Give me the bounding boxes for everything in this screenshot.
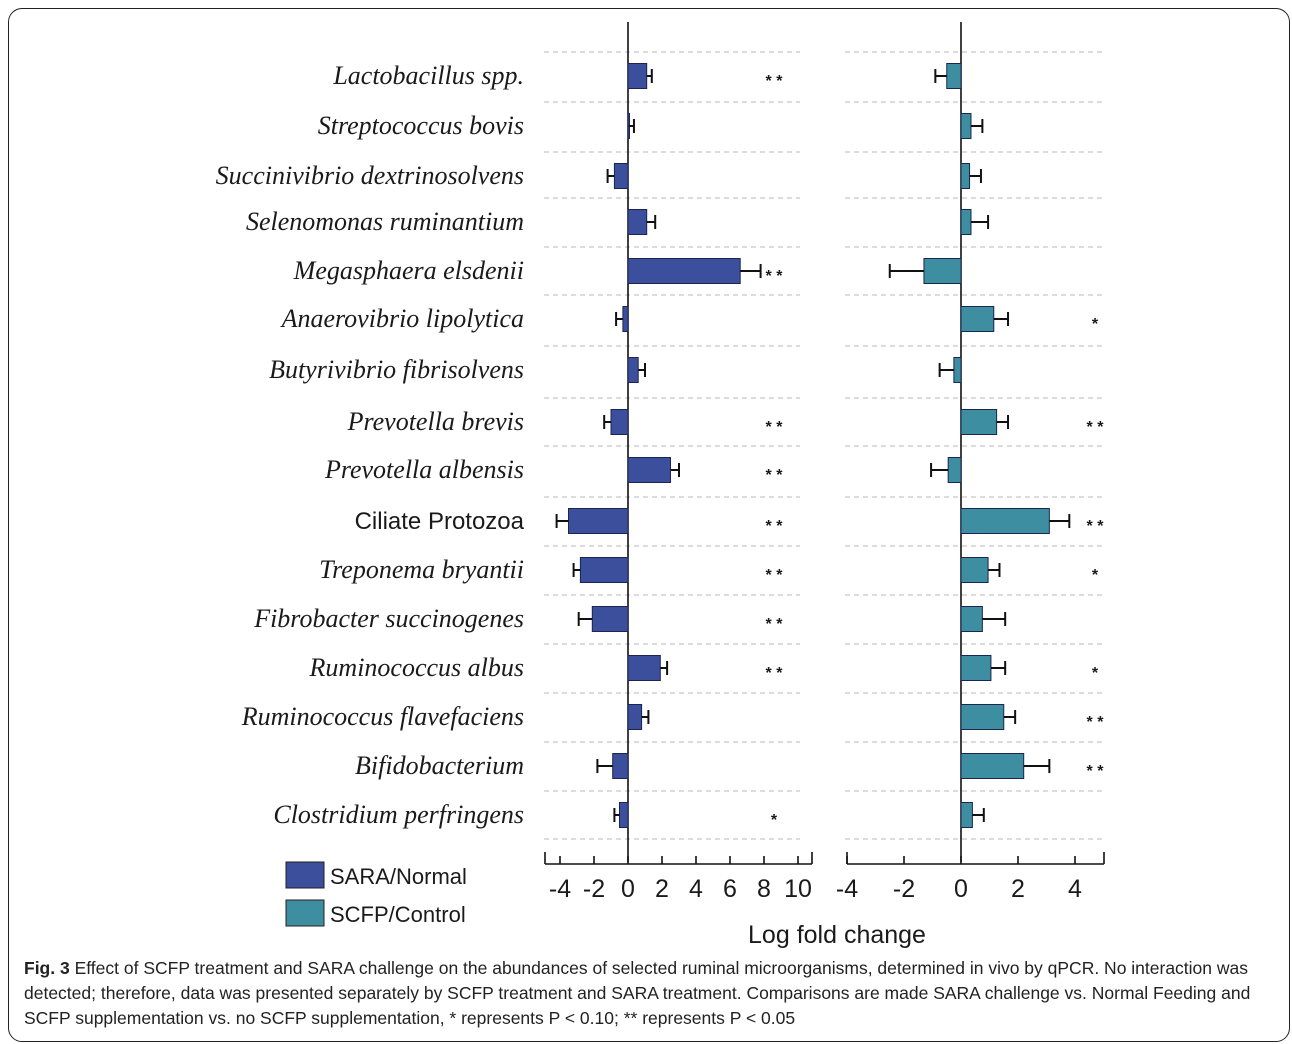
- bar: [946, 63, 962, 89]
- significance-marker: * *: [766, 73, 784, 90]
- bar: [619, 802, 629, 828]
- bar: [622, 306, 629, 332]
- category-label: Selenomonas ruminantium: [246, 207, 524, 236]
- bar: [627, 655, 661, 681]
- significance-marker: * *: [766, 518, 784, 535]
- bar: [960, 306, 995, 332]
- category-label: Streptococcus bovis: [318, 111, 524, 140]
- x-tick-label: 6: [723, 875, 737, 903]
- category-label: Bifidobacterium: [355, 751, 524, 780]
- significance-marker: * *: [766, 268, 784, 285]
- bar: [627, 704, 643, 730]
- category-label: Prevotella albensis: [324, 455, 524, 484]
- bar: [627, 457, 671, 483]
- significance-marker: * *: [766, 467, 784, 484]
- bar: [960, 557, 989, 583]
- category-label: Lactobacillus spp.: [332, 61, 524, 90]
- significance-marker: *: [1092, 567, 1099, 584]
- significance-marker: * *: [1087, 714, 1105, 731]
- legend: SARA/Normal SCFP/Control: [285, 861, 467, 927]
- legend-swatch: [285, 899, 325, 927]
- category-label: Prevotella brevis: [347, 407, 524, 436]
- bar: [591, 606, 629, 632]
- significance-marker: * *: [1087, 763, 1105, 780]
- x-tick-label: -4: [836, 875, 858, 903]
- bar: [960, 209, 972, 235]
- category-label: Butyrivibrio fibrisolvens: [269, 355, 524, 384]
- bar: [960, 606, 983, 632]
- bar: [960, 508, 1050, 534]
- category-label: Ruminococcus flavefaciens: [241, 702, 524, 731]
- x-tick-label: -2: [893, 875, 915, 903]
- legend-swatch: [285, 861, 325, 889]
- x-tick-label: 0: [621, 875, 635, 903]
- figure-number: Fig. 3: [24, 958, 70, 978]
- caption-text: Effect of SCFP treatment and SARA challe…: [24, 958, 1251, 1028]
- bar: [627, 63, 648, 89]
- bar: [960, 113, 972, 139]
- x-tick-label: 2: [1011, 875, 1025, 903]
- x-tick-label: 0: [954, 875, 968, 903]
- significance-marker: *: [1092, 316, 1099, 333]
- bar: [579, 557, 629, 583]
- x-tick-label: 2: [655, 875, 669, 903]
- category-label: Clostridium perfringens: [273, 800, 524, 829]
- significance-marker: * *: [1087, 419, 1105, 436]
- x-tick-label: 4: [689, 875, 703, 903]
- x-tick-label: -2: [583, 875, 605, 903]
- significance-marker: *: [771, 812, 778, 829]
- category-label: Megasphaera elsdenii: [293, 256, 524, 285]
- sara-normal-panel: * * * * * * * * * * * * * * * * * -4 -2 0 2 4 6 8 10: [544, 22, 813, 903]
- bar: [947, 457, 962, 483]
- legend-label: SCFP/Control: [330, 902, 466, 927]
- significance-marker: * *: [766, 567, 784, 584]
- x-tick-label: 4: [1068, 875, 1082, 903]
- bar: [627, 357, 639, 383]
- category-label: Treponema bryantii: [319, 555, 524, 584]
- bar: [568, 508, 629, 534]
- category-label: Ruminococcus albus: [309, 653, 524, 682]
- bar: [923, 258, 962, 284]
- bar: [960, 163, 971, 189]
- significance-marker: *: [1092, 665, 1099, 682]
- significance-marker: * *: [766, 616, 784, 633]
- bar: [613, 163, 629, 189]
- figure-frame: [8, 8, 1290, 1042]
- category-label: Anaerovibrio lipolytica: [280, 304, 524, 333]
- bar: [960, 802, 973, 828]
- significance-marker: * *: [1087, 518, 1105, 535]
- x-tick-label: 8: [757, 875, 771, 903]
- category-label: Fibrobacter succinogenes: [253, 604, 524, 633]
- significance-marker: * *: [766, 419, 784, 436]
- category-label: Ciliate Protozoa: [355, 508, 525, 535]
- bar: [610, 409, 629, 435]
- figure-caption: Fig. 3 Effect of SCFP treatment and SARA…: [24, 956, 1264, 1031]
- bar: [953, 357, 962, 383]
- category-labels: Lactobacillus spp. Streptococcus bovis Suc…: [216, 61, 525, 829]
- legend-label: SARA/Normal: [330, 864, 467, 889]
- scfp-control-panel: * * * * * * * * * * * -4 -2 0 2 4: [836, 22, 1105, 903]
- bar: [627, 258, 741, 284]
- x-tick-label: 10: [784, 875, 812, 903]
- bar: [960, 704, 1005, 730]
- bar: [627, 209, 648, 235]
- bar: [960, 409, 998, 435]
- category-label: Succinivibrio dextrinosolvens: [216, 161, 524, 190]
- x-axis-label: Log fold change: [748, 921, 926, 949]
- significance-marker: * *: [766, 665, 784, 682]
- bar: [612, 753, 629, 779]
- fold-change-chart: Lactobacillus spp. Streptococcus bovis Suc…: [216, 22, 1105, 949]
- bar: [960, 655, 992, 681]
- bar: [960, 753, 1025, 779]
- x-tick-label: -4: [549, 875, 571, 903]
